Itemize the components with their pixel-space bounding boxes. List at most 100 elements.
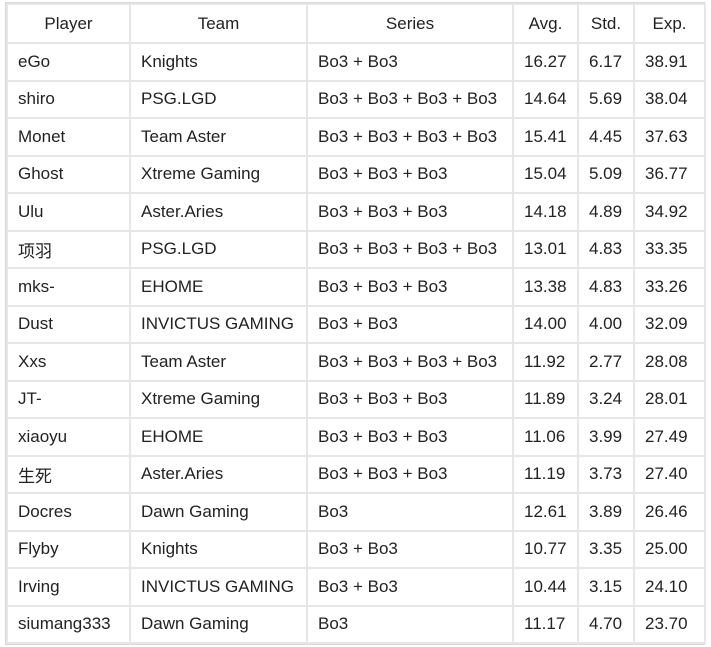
table-cell: Bo3 + Bo3 <box>306 529 514 569</box>
table-cell: 11.17 <box>512 604 579 644</box>
table-cell: 5.69 <box>577 79 635 119</box>
table-cell: Team Aster <box>129 117 308 157</box>
table-cell: Bo3 + Bo3 + Bo3 <box>306 454 514 494</box>
table-cell: Bo3 <box>306 604 514 644</box>
table-cell: 28.01 <box>633 379 706 419</box>
table-cell: 14.18 <box>512 192 579 232</box>
table-row: Ulu Aster.Aries Bo3 + Bo3 + Bo3 14.18 4.89 34… <box>6 192 706 232</box>
header-cell: Avg. <box>512 3 579 44</box>
table-cell: 13.38 <box>512 267 579 307</box>
header-row: Player Team Series Avg. Std. Exp. <box>6 3 706 44</box>
table-cell: 38.04 <box>633 79 706 119</box>
table-row: Ghost Xtreme Gaming Bo3 + Bo3 + Bo3 15.04 5.… <box>6 154 706 194</box>
table-cell: 37.63 <box>633 117 706 157</box>
table-cell: Bo3 + Bo3 <box>306 567 514 607</box>
table-cell: Xtreme Gaming <box>129 379 308 419</box>
table-cell: PSG.LGD <box>129 229 308 269</box>
table-cell: 25.00 <box>633 529 706 569</box>
table-frame: Player Team Series Avg. Std. Exp. eGo Knights B… <box>5 2 706 645</box>
table-row: mks- EHOME Bo3 + Bo3 + Bo3 13.38 4.83 33.26 <box>6 267 706 307</box>
table-cell: Team Aster <box>129 342 308 382</box>
table-cell: Bo3 + Bo3 + Bo3 <box>306 417 514 457</box>
table-cell: 4.00 <box>577 304 635 344</box>
table-cell: Aster.Aries <box>129 454 308 494</box>
table-cell: 38.91 <box>633 42 706 82</box>
table-cell: 4.45 <box>577 117 635 157</box>
table-row: Docres Dawn Gaming Bo3 12.61 3.89 26.46 <box>6 492 706 532</box>
table-cell: 4.83 <box>577 267 635 307</box>
table-cell: Knights <box>129 42 308 82</box>
table-cell: INVICTUS GAMING <box>129 567 308 607</box>
table-cell: 11.19 <box>512 454 579 494</box>
table-cell: 13.01 <box>512 229 579 269</box>
table-cell: 3.15 <box>577 567 635 607</box>
table-cell: 3.99 <box>577 417 635 457</box>
table-cell: 33.26 <box>633 267 706 307</box>
table-cell: 34.92 <box>633 192 706 232</box>
table-row: 项羽 PSG.LGD Bo3 + Bo3 + Bo3 + Bo3 13.01 4.83 3… <box>6 229 706 269</box>
table-cell: 11.06 <box>512 417 579 457</box>
table-row: Flyby Knights Bo3 + Bo3 10.77 3.35 25.00 <box>6 529 706 569</box>
table-row: Irving INVICTUS GAMING Bo3 + Bo3 10.44 3.15 2… <box>6 567 706 607</box>
table-row: 生死 Aster.Aries Bo3 + Bo3 + Bo3 11.19 3.73 27.… <box>6 454 706 494</box>
table-cell: 26.46 <box>633 492 706 532</box>
table-cell: Bo3 + Bo3 <box>306 42 514 82</box>
table-row: Dust INVICTUS GAMING Bo3 + Bo3 14.00 4.00 32.… <box>6 304 706 344</box>
table-cell: Bo3 + Bo3 + Bo3 <box>306 267 514 307</box>
table-cell: 24.10 <box>633 567 706 607</box>
table-cell: Aster.Aries <box>129 192 308 232</box>
table-cell: 生死 <box>6 454 131 494</box>
table-cell: Dawn Gaming <box>129 492 308 532</box>
table-cell: 6.17 <box>577 42 635 82</box>
table-cell: 33.35 <box>633 229 706 269</box>
table-cell: siumang333 <box>6 604 131 644</box>
table-cell: 11.89 <box>512 379 579 419</box>
table-cell: Ghost <box>6 154 131 194</box>
table-cell: PSG.LGD <box>129 79 308 119</box>
table-row: shiro PSG.LGD Bo3 + Bo3 + Bo3 + Bo3 14.64 5.… <box>6 79 706 119</box>
table-cell: 5.09 <box>577 154 635 194</box>
table-cell: Knights <box>129 529 308 569</box>
table-cell: Xtreme Gaming <box>129 154 308 194</box>
table-cell: EHOME <box>129 267 308 307</box>
table-cell: 3.73 <box>577 454 635 494</box>
header-cell: Team <box>129 3 308 44</box>
header-cell: Player <box>6 3 131 44</box>
table-cell: Bo3 + Bo3 + Bo3 + Bo3 <box>306 342 514 382</box>
header-cell: Std. <box>577 3 635 44</box>
table-row: Xxs Team Aster Bo3 + Bo3 + Bo3 + Bo3 11.92 2… <box>6 342 706 382</box>
table-cell: 27.40 <box>633 454 706 494</box>
table-cell: Dust <box>6 304 131 344</box>
table-cell: 4.83 <box>577 229 635 269</box>
table: Player Team Series Avg. Std. Exp. eGo Knights B… <box>6 3 706 644</box>
table-cell: 4.70 <box>577 604 635 644</box>
table-cell: 项羽 <box>6 229 131 269</box>
table-cell: 32.09 <box>633 304 706 344</box>
table-cell: Irving <box>6 567 131 607</box>
table-cell: 3.24 <box>577 379 635 419</box>
table-cell: Monet <box>6 117 131 157</box>
table-cell: Ulu <box>6 192 131 232</box>
table-row: Monet Team Aster Bo3 + Bo3 + Bo3 + Bo3 15.4… <box>6 117 706 157</box>
table-cell: EHOME <box>129 417 308 457</box>
table-cell: 27.49 <box>633 417 706 457</box>
table-cell: Bo3 + Bo3 + Bo3 + Bo3 <box>306 117 514 157</box>
table-cell: 16.27 <box>512 42 579 82</box>
table-cell: Bo3 + Bo3 + Bo3 + Bo3 <box>306 79 514 119</box>
table-cell: Dawn Gaming <box>129 604 308 644</box>
table-row: eGo Knights Bo3 + Bo3 16.27 6.17 38.91 <box>6 42 706 82</box>
table-cell: Bo3 + Bo3 + Bo3 <box>306 154 514 194</box>
table-row: xiaoyu EHOME Bo3 + Bo3 + Bo3 11.06 3.99 27.49 <box>6 417 706 457</box>
table-cell: Bo3 + Bo3 + Bo3 <box>306 192 514 232</box>
table-cell: mks- <box>6 267 131 307</box>
table-cell: 2.77 <box>577 342 635 382</box>
table-cell: 23.70 <box>633 604 706 644</box>
table-cell: xiaoyu <box>6 417 131 457</box>
table-cell: Bo3 + Bo3 + Bo3 <box>306 379 514 419</box>
table-cell: 10.44 <box>512 567 579 607</box>
table-cell: INVICTUS GAMING <box>129 304 308 344</box>
table-cell: 4.89 <box>577 192 635 232</box>
table-cell: Bo3 + Bo3 <box>306 304 514 344</box>
table-cell: 11.92 <box>512 342 579 382</box>
